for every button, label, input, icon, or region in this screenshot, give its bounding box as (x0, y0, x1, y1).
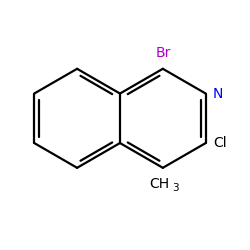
Text: N: N (213, 86, 223, 101)
Text: CH: CH (150, 178, 170, 192)
Text: Br: Br (155, 46, 170, 60)
Text: Cl: Cl (213, 136, 226, 150)
Text: 3: 3 (172, 182, 179, 192)
